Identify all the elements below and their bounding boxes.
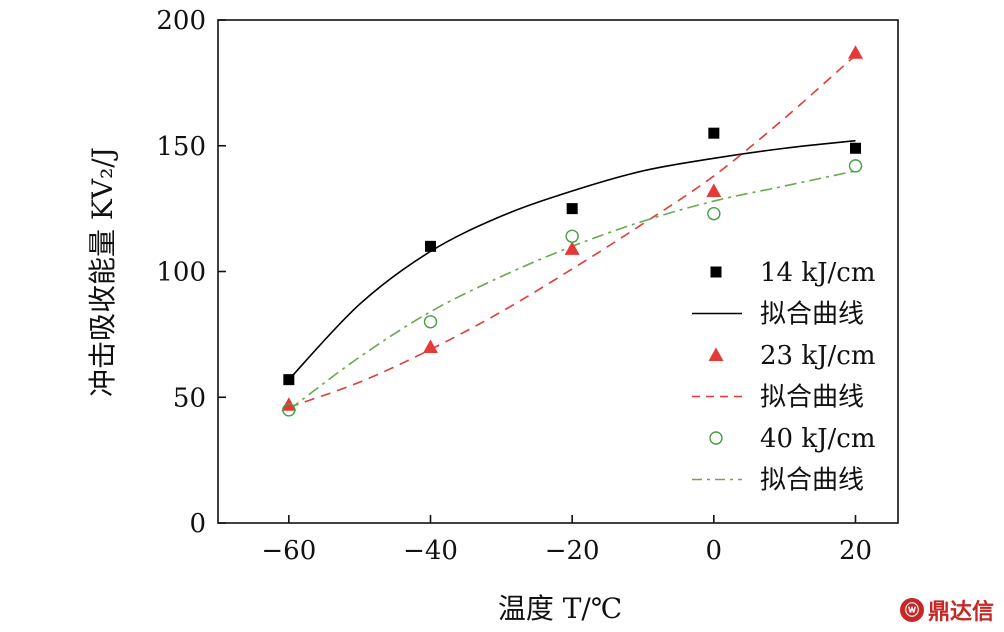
- legend-marker-series-1: [710, 266, 722, 278]
- watermark-logo-icon: ⓦ: [899, 598, 924, 622]
- legend-fit-label-series-2: 拟合曲线: [760, 383, 864, 413]
- y-axis-title: 冲击吸收能量 KV₂/J: [86, 147, 119, 397]
- x-tick-label: −20: [545, 536, 600, 566]
- fit-curve-series-2: [288, 54, 857, 409]
- data-point-series-3: [707, 206, 721, 221]
- data-point-series-2: [423, 339, 438, 353]
- watermark-text: 鼎达信: [927, 600, 994, 625]
- data-point-series-3: [565, 229, 579, 243]
- y-tick-label: 0: [189, 509, 206, 539]
- y-tick-label: 200: [156, 6, 206, 36]
- x-tick-label: −60: [261, 536, 316, 566]
- legend-label-series-3: 40 kJ/cm: [760, 424, 876, 454]
- data-point-series-2: [564, 241, 580, 255]
- fit-curve-series-1: [288, 139, 856, 381]
- data-point-series-1: [283, 374, 295, 386]
- legend-fit-label-series-3: 拟合曲线: [760, 466, 864, 496]
- data-point-series-3: [423, 315, 438, 329]
- y-tick-label: 150: [156, 132, 206, 162]
- data-point-series-2: [706, 183, 722, 198]
- x-tick-label: 0: [706, 536, 723, 566]
- legend-label-series-1: 14 kJ/cm: [760, 258, 876, 288]
- y-tick-label: 50: [173, 383, 206, 413]
- legend-fit-label-series-1: 拟合曲线: [760, 300, 864, 330]
- data-point-series-3: [848, 159, 863, 173]
- data-point-series-1: [425, 240, 436, 252]
- x-tick-label: −40: [403, 536, 458, 566]
- data-point-series-1: [708, 127, 720, 139]
- legend-marker-series-2: [708, 347, 724, 361]
- data-point-series-1: [566, 203, 578, 215]
- x-axis-title: 温度 T/℃: [498, 592, 622, 625]
- legend: 14 kJ/cm 拟合曲线 23 kJ/cm 拟合曲线 40 kJ/cm 拟合曲线: [692, 258, 876, 496]
- data-point-series-2: [848, 45, 863, 59]
- data-point-series-1: [850, 142, 861, 154]
- x-tick-label: 20: [839, 536, 872, 566]
- data-point-series-3: [282, 403, 296, 417]
- y-tick-label: 100: [156, 258, 206, 288]
- data-points: [281, 45, 863, 417]
- legend-label-series-2: 23 kJ/cm: [760, 341, 876, 371]
- watermark: ⓦ 鼎达信: [899, 594, 994, 626]
- legend-marker-series-3: [709, 431, 723, 445]
